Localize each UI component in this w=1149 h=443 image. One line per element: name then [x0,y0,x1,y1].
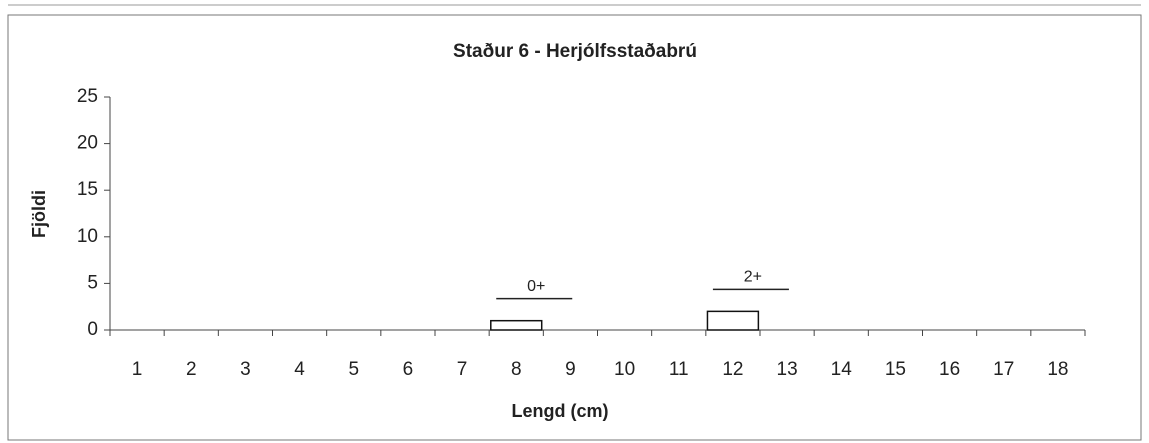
x-tick-label: 7 [457,359,468,380]
x-tick-label: 17 [993,359,1014,380]
x-tick-label: 11 [669,359,689,380]
annotation: 0+ [527,278,545,295]
y-tick-label: 15 [77,179,98,200]
x-tick-label: 13 [777,359,798,380]
x-tick-label: 18 [1047,359,1068,380]
x-tick-label: 6 [403,359,414,380]
annotation: 2+ [744,269,762,286]
y-tick-label: 5 [87,272,98,293]
x-tick-label: 14 [831,359,853,380]
x-tick-label: 15 [885,359,906,380]
x-tick-label: 3 [240,359,251,380]
x-tick-label: 2 [186,359,197,380]
x-tick-label: 12 [722,359,743,380]
y-tick-label: 0 [87,319,98,340]
y-tick-label: 10 [77,226,98,247]
x-tick-label: 1 [132,359,143,380]
bar [490,319,543,331]
y-tick-label: 20 [77,133,98,154]
y-axis-label: Fjöldi [29,190,49,238]
chart-frame [7,14,1142,441]
x-tick-label: 9 [565,359,576,380]
x-tick-label: 5 [348,359,359,380]
x-tick-label: 8 [511,359,522,380]
x-axis-label: Lengd (cm) [512,401,609,421]
chart-title: Staður 6 - Herjólfsstaðabrú [453,41,697,62]
x-tick-label: 4 [294,359,305,380]
bar [706,310,760,331]
y-tick-label: 25 [77,86,98,107]
x-tick-label: 16 [939,359,960,380]
x-tick-label: 10 [614,359,635,380]
